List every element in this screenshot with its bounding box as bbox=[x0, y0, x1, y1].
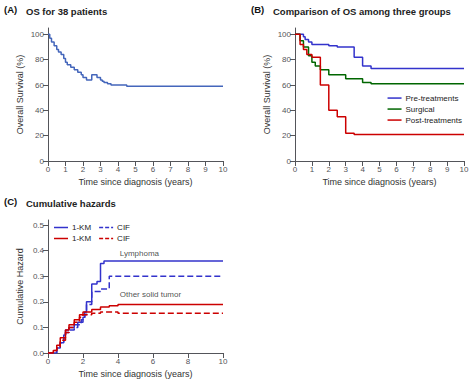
svg-text:1: 1 bbox=[63, 165, 68, 174]
svg-text:(A): (A) bbox=[4, 4, 17, 15]
svg-text:40: 40 bbox=[35, 106, 44, 115]
svg-text:80: 80 bbox=[282, 55, 291, 64]
svg-text:Time since diagnosis (years): Time since diagnosis (years) bbox=[322, 177, 436, 187]
svg-text:4: 4 bbox=[116, 357, 121, 366]
svg-text:(C): (C) bbox=[4, 196, 17, 207]
svg-text:100: 100 bbox=[278, 30, 292, 39]
svg-text:0.1: 0.1 bbox=[33, 323, 45, 332]
svg-text:6: 6 bbox=[151, 165, 156, 174]
svg-text:7: 7 bbox=[168, 165, 173, 174]
svg-text:5: 5 bbox=[377, 165, 382, 174]
svg-text:8: 8 bbox=[428, 165, 433, 174]
svg-text:Post-treatments: Post-treatments bbox=[406, 116, 462, 125]
svg-text:10: 10 bbox=[460, 165, 469, 174]
svg-text:Pre-treatments: Pre-treatments bbox=[406, 94, 459, 103]
svg-text:2: 2 bbox=[327, 165, 332, 174]
svg-text:3: 3 bbox=[98, 165, 103, 174]
svg-text:0: 0 bbox=[287, 157, 292, 166]
svg-text:20: 20 bbox=[282, 131, 291, 140]
svg-text:CIF: CIF bbox=[117, 223, 130, 232]
svg-text:Comparison of OS among three g: Comparison of OS among three groups bbox=[273, 6, 451, 17]
svg-text:8: 8 bbox=[186, 357, 191, 366]
svg-text:Cumulative Hazard: Cumulative Hazard bbox=[15, 248, 25, 325]
svg-text:80: 80 bbox=[35, 55, 44, 64]
svg-text:0.2: 0.2 bbox=[33, 297, 45, 306]
svg-text:0.0: 0.0 bbox=[33, 349, 45, 358]
svg-text:2: 2 bbox=[81, 165, 86, 174]
svg-text:1-KM: 1-KM bbox=[72, 234, 91, 243]
svg-text:100: 100 bbox=[31, 30, 45, 39]
svg-text:4: 4 bbox=[360, 165, 365, 174]
svg-text:0.3: 0.3 bbox=[33, 272, 45, 281]
svg-text:9: 9 bbox=[445, 165, 450, 174]
svg-text:6: 6 bbox=[151, 357, 156, 366]
svg-text:CIF: CIF bbox=[117, 234, 130, 243]
svg-text:0: 0 bbox=[46, 165, 51, 174]
svg-text:6: 6 bbox=[394, 165, 399, 174]
svg-text:(B): (B) bbox=[251, 4, 264, 15]
svg-text:0.5: 0.5 bbox=[33, 221, 45, 230]
svg-text:Lymphoma: Lymphoma bbox=[120, 249, 160, 258]
svg-text:1: 1 bbox=[310, 165, 315, 174]
svg-text:60: 60 bbox=[35, 81, 44, 90]
svg-text:0: 0 bbox=[46, 357, 51, 366]
svg-text:5: 5 bbox=[133, 165, 138, 174]
svg-text:0: 0 bbox=[293, 165, 298, 174]
svg-text:0: 0 bbox=[40, 157, 45, 166]
svg-text:10: 10 bbox=[219, 165, 228, 174]
svg-text:40: 40 bbox=[282, 106, 291, 115]
svg-text:10: 10 bbox=[219, 357, 228, 366]
svg-text:Overall Survival (%): Overall Survival (%) bbox=[262, 55, 272, 135]
svg-text:Other solid tumor: Other solid tumor bbox=[120, 290, 182, 299]
svg-text:Time since diagnosis (years): Time since diagnosis (years) bbox=[78, 369, 192, 379]
svg-text:Surgical: Surgical bbox=[406, 105, 435, 114]
svg-text:0.4: 0.4 bbox=[33, 246, 45, 255]
svg-text:60: 60 bbox=[282, 81, 291, 90]
svg-text:Cumulative hazards: Cumulative hazards bbox=[26, 198, 116, 209]
svg-text:Overall Survival (%): Overall Survival (%) bbox=[15, 55, 25, 135]
svg-text:20: 20 bbox=[35, 131, 44, 140]
svg-text:OS for 38 patients: OS for 38 patients bbox=[26, 6, 107, 17]
svg-text:3: 3 bbox=[343, 165, 348, 174]
svg-text:Time since diagnosis (years): Time since diagnosis (years) bbox=[78, 177, 192, 187]
svg-text:7: 7 bbox=[411, 165, 416, 174]
svg-text:1-KM: 1-KM bbox=[72, 223, 91, 232]
svg-text:4: 4 bbox=[116, 165, 121, 174]
svg-text:2: 2 bbox=[81, 357, 86, 366]
svg-text:9: 9 bbox=[203, 165, 208, 174]
svg-text:8: 8 bbox=[186, 165, 191, 174]
